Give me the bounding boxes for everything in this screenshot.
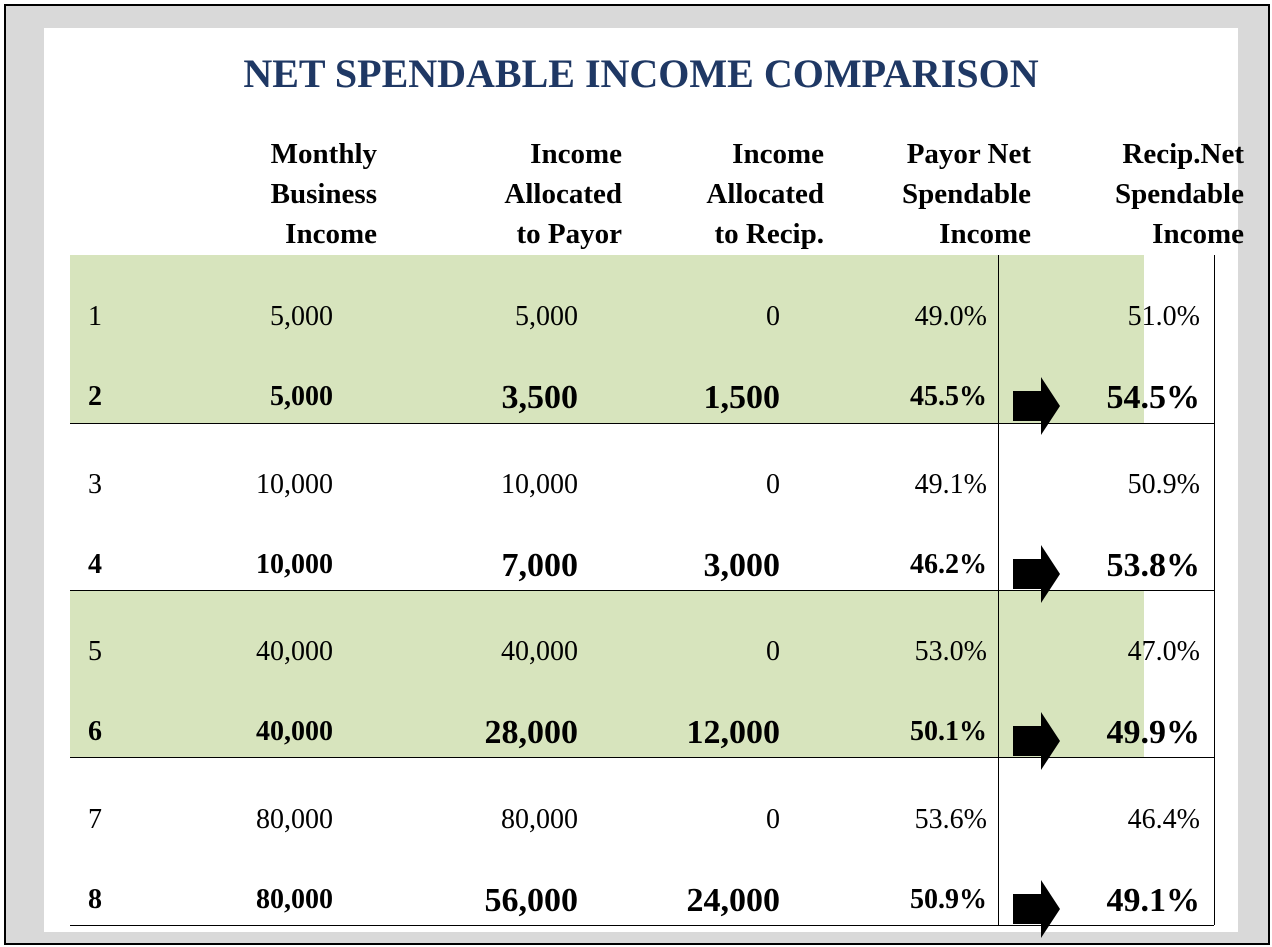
title: NET SPENDABLE INCOME COMPARISON <box>243 51 1039 96</box>
arrow <box>1013 712 1060 770</box>
column-header: Allocated <box>504 178 622 210</box>
panel: NET SPENDABLE INCOME COMPARISON Monthly B… <box>44 28 1244 938</box>
row-number: 6 <box>88 716 102 747</box>
cell: 0 <box>766 468 780 500</box>
cell: 0 <box>766 803 780 835</box>
cell: 46.2% <box>910 548 987 580</box>
row-number: 5 <box>88 636 102 667</box>
column-header: Business <box>270 178 377 210</box>
cell: 3,000 <box>703 546 781 584</box>
cell: 49.1% <box>914 468 987 500</box>
cell: 50.9% <box>1127 468 1200 500</box>
arrow-shape <box>1013 544 1060 603</box>
column-divider <box>998 255 999 925</box>
row-number: 8 <box>88 883 102 915</box>
column-header: Income <box>939 218 1031 250</box>
row-group-shade <box>70 590 1144 757</box>
column-divider <box>1214 255 1215 925</box>
cell: 80,000 <box>501 803 578 835</box>
row-number: 2 <box>88 381 102 412</box>
cell: 40,000 <box>256 716 333 747</box>
arrow <box>1013 544 1060 603</box>
cell: 80,000 <box>256 883 333 915</box>
cell: 24,000 <box>686 881 781 919</box>
column-header: to Recip. <box>714 218 824 250</box>
cell: 80,000 <box>256 803 333 835</box>
group-divider <box>70 757 1214 758</box>
cell: 7,000 <box>501 546 579 584</box>
arrow-shape <box>1013 879 1060 938</box>
column-header: Spendable <box>1115 178 1244 210</box>
column-header: to Payor <box>516 218 623 250</box>
arrow <box>1013 879 1060 938</box>
cell: 50.1% <box>910 716 987 747</box>
cell: 10,000 <box>256 548 333 580</box>
cell: 0 <box>766 636 780 667</box>
arrow <box>1013 377 1060 435</box>
cell: 50.9% <box>910 883 987 915</box>
cell: 0 <box>766 301 780 332</box>
cell: 54.5% <box>1106 379 1201 416</box>
cell: 53.0% <box>914 636 987 667</box>
column-header: Income <box>530 138 622 170</box>
column-header: Monthly <box>270 138 377 170</box>
cell: 1,500 <box>703 379 781 416</box>
arrow-shape <box>1013 712 1060 770</box>
cell: 49.1% <box>1106 881 1201 919</box>
group-divider <box>70 590 1214 591</box>
cell: 5,000 <box>270 301 333 332</box>
cell: 49.9% <box>1106 714 1201 751</box>
column-header: Spendable <box>902 178 1031 210</box>
frame: NET SPENDABLE INCOME COMPARISON Monthly B… <box>4 4 1270 945</box>
cell: 53.6% <box>914 803 987 835</box>
cell: 12,000 <box>686 714 781 751</box>
column-header: Recip.Net <box>1122 138 1244 170</box>
cell: 28,000 <box>484 714 579 751</box>
group-divider <box>70 423 1214 424</box>
arrow-shape <box>1013 377 1060 435</box>
row-number: 3 <box>88 468 102 500</box>
cell: 5,000 <box>270 381 333 412</box>
row-number: 7 <box>88 803 102 835</box>
row-group-shade <box>70 255 1144 423</box>
column-header: Payor Net <box>906 138 1031 170</box>
cell: 40,000 <box>501 636 578 667</box>
cell: 46.4% <box>1127 803 1200 835</box>
row-number: 1 <box>88 301 102 332</box>
column-header: Income <box>1152 218 1244 250</box>
row-number: 4 <box>88 548 102 580</box>
cell: 45.5% <box>910 381 987 412</box>
cell: 47.0% <box>1127 636 1200 667</box>
group-divider <box>70 925 1214 926</box>
cell: 53.8% <box>1106 546 1201 584</box>
cell: 49.0% <box>914 301 987 332</box>
column-header: Income <box>285 218 377 250</box>
cell: 10,000 <box>256 468 333 500</box>
column-header: Allocated <box>706 178 824 210</box>
cell: 3,500 <box>501 379 579 416</box>
cell: 10,000 <box>501 468 578 500</box>
cell: 56,000 <box>484 881 579 919</box>
column-header: Income <box>732 138 824 170</box>
cell: 40,000 <box>256 636 333 667</box>
cell: 5,000 <box>515 301 578 332</box>
cell: 51.0% <box>1127 301 1200 332</box>
